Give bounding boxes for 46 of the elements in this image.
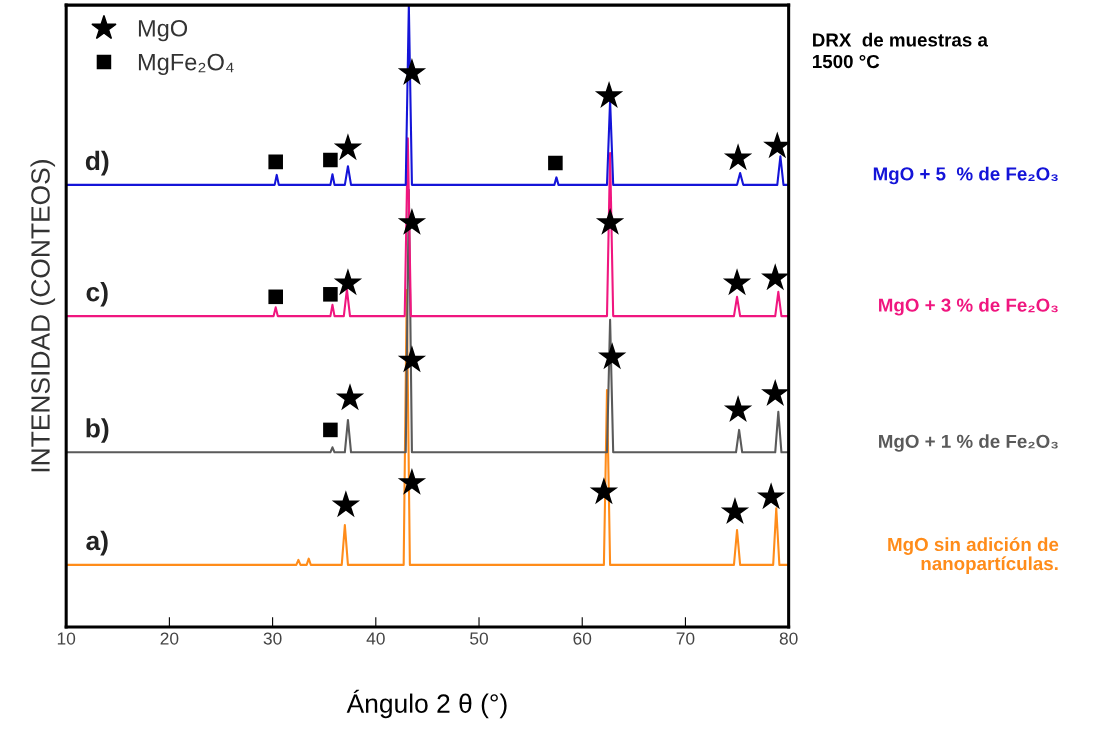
point [323,287,338,302]
text: MgO + 3 % de Fe₂O₃ [879,297,1058,316]
point [331,490,361,518]
x-tick-label: 20 [160,632,179,645]
point [397,207,427,235]
legend-label: MgFe₂O₄ [138,53,234,76]
annotation: d) [85,150,109,176]
point [723,395,753,423]
point [268,154,283,170]
x-tick-label: 40 [366,632,385,645]
point [756,482,786,510]
point [720,497,750,525]
point [397,467,427,495]
point [323,152,338,168]
point [397,345,427,373]
text: MgO + 1 % de Fe₂O₃ [879,434,1058,452]
point [333,268,363,296]
point [761,263,789,291]
point [397,58,427,85]
x-tick-label: 70 [676,632,695,645]
text: MgO sin adición de nanopartículas. [888,537,1059,574]
annotation: b) [86,418,109,443]
point [335,383,365,411]
x-tick-label: 10 [57,632,76,645]
x-tick-label: 80 [779,632,798,645]
point [723,143,753,171]
point [597,342,627,370]
y-axis-title: INTENSIDAD (CONTEOS) [30,160,56,472]
legend-label: MgO [138,19,188,42]
x-axis-title: Ángulo 2 θ (°) [346,689,507,719]
point [548,155,563,171]
text: DRX de muestras a 1500 °C [812,32,989,69]
annotation: c) [86,282,108,307]
text: MgO + 5 % de Fe₂O₃ [873,166,1058,185]
point [589,477,619,505]
point [323,422,338,438]
annotation: a) [86,530,108,556]
point [333,133,363,161]
point [594,81,624,108]
x-tick-label: 50 [470,632,488,645]
x-tick-label: 30 [263,632,282,645]
x-tick-label: 60 [573,632,592,645]
point [595,207,625,235]
point [268,289,283,305]
point [722,268,752,296]
point [761,378,789,406]
